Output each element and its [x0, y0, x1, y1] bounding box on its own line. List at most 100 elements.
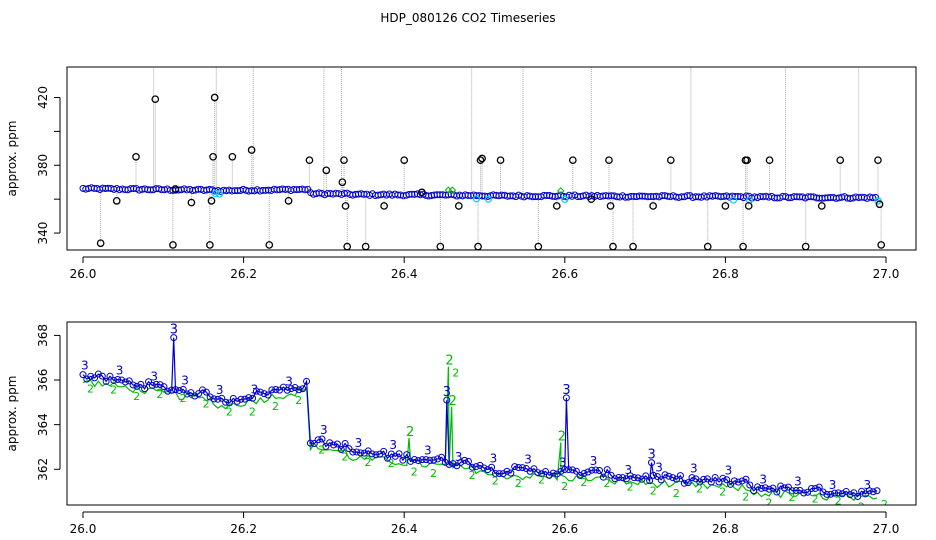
series-3-spike-label: 3 [170, 323, 178, 338]
outlier-point [265, 241, 274, 249]
series-3-point [638, 475, 646, 483]
series-3-point [195, 390, 203, 398]
series-3-point [125, 377, 133, 385]
series-2-label: 2 [858, 500, 865, 513]
outlier-point [875, 200, 884, 209]
series-3-point [827, 490, 835, 498]
x-tick-label: 26.4 [391, 267, 418, 281]
series-2-label: 2 [411, 465, 418, 478]
series-3-point [445, 460, 453, 468]
series-3-label: 3 [355, 436, 363, 450]
series-3-point [507, 469, 515, 477]
series-2-label: 2 [881, 498, 888, 511]
series-2-spike-label: 2 [558, 430, 566, 445]
series-3-point [661, 471, 669, 479]
series-3-point [538, 470, 546, 478]
outlier-point [836, 156, 845, 165]
series-3-point [788, 487, 796, 495]
series-3-point [495, 470, 503, 478]
series-3-point [754, 483, 762, 491]
series-2-label: 2 [561, 480, 568, 493]
y-tick-label: 368 [36, 324, 50, 347]
outlier-point [666, 156, 675, 165]
green-point [444, 186, 453, 194]
outlier-point [478, 154, 486, 163]
series-3-point [210, 395, 218, 403]
series-3-point [141, 385, 149, 393]
series-3-label: 3 [424, 444, 432, 458]
baseline-point [869, 194, 877, 202]
series-3-point [256, 388, 264, 396]
series-2-label: 2 [341, 451, 348, 464]
cyan-point [561, 195, 569, 203]
series-3-point [91, 374, 99, 382]
series-3-point [152, 380, 160, 388]
series-2-label: 2 [696, 482, 703, 495]
baseline-point [301, 186, 309, 194]
series-2-label: 2 [765, 497, 772, 510]
series-2-spike-label: 2 [445, 354, 453, 369]
series-3-point [804, 488, 812, 496]
series-3-point [781, 484, 789, 492]
outlier-point [340, 156, 348, 165]
series-3-point [214, 395, 222, 403]
series-3-point [649, 471, 657, 479]
series-3-point [237, 395, 245, 403]
series-3-point [588, 466, 596, 474]
series-3-label: 3 [455, 450, 463, 464]
series-2-label: 2 [133, 390, 140, 403]
series-3-point [676, 472, 684, 480]
series-3-point [164, 387, 172, 395]
series-3-point [110, 376, 118, 384]
series-3-point [299, 385, 307, 393]
series-3-label: 3 [863, 478, 871, 492]
series-3-point [565, 466, 573, 474]
series-3-label: 3 [624, 463, 632, 477]
series-3-point [268, 386, 276, 394]
series-3-point [742, 475, 750, 483]
series-3-point [542, 467, 550, 475]
series-3-point [87, 372, 95, 380]
series-3-point [792, 486, 800, 494]
bottom-x-axis: 26.0 26.2 26.4 26.6 26.8 27.0 [70, 511, 899, 536]
series-2-label: 2 [226, 406, 233, 419]
series-3-point [727, 480, 735, 488]
series-3-point [730, 477, 738, 485]
series-3-point [434, 455, 442, 463]
outlier-point [743, 156, 751, 165]
series-3-point [114, 375, 122, 383]
series-3-point [464, 457, 472, 465]
series-3-point [549, 469, 557, 477]
x-tick-label: 26.8 [712, 522, 739, 536]
outlier-point [587, 195, 596, 204]
series-3-point [584, 468, 592, 476]
series-3-point [711, 473, 719, 481]
series-3-point [133, 382, 141, 390]
x-tick-label: 26.0 [70, 267, 97, 281]
series-3-label: 3 [655, 460, 663, 474]
outlier-point [209, 152, 217, 161]
series-3-point [807, 484, 815, 492]
series-3-point [545, 471, 553, 479]
outlier-point [496, 156, 505, 165]
series-3-point [680, 479, 688, 487]
series-3-label: 3 [285, 374, 293, 388]
series-3-point [318, 435, 326, 443]
cyan-point [472, 195, 481, 203]
series-3-point [175, 386, 183, 394]
series-3-point [707, 478, 715, 486]
series-3-point [673, 475, 681, 483]
series-3-point [603, 466, 611, 474]
series-3-point [407, 457, 415, 465]
cyan-point [211, 189, 220, 198]
series-2-spike-label: 2 [406, 425, 414, 440]
series-3-point [353, 448, 361, 456]
outlier-point [400, 156, 409, 165]
outlier-point [568, 156, 577, 165]
outlier-point [817, 202, 826, 210]
series-3-point [183, 390, 191, 398]
series-3-point [873, 487, 881, 495]
series-3-point [337, 446, 345, 454]
series-3-point [784, 483, 792, 491]
